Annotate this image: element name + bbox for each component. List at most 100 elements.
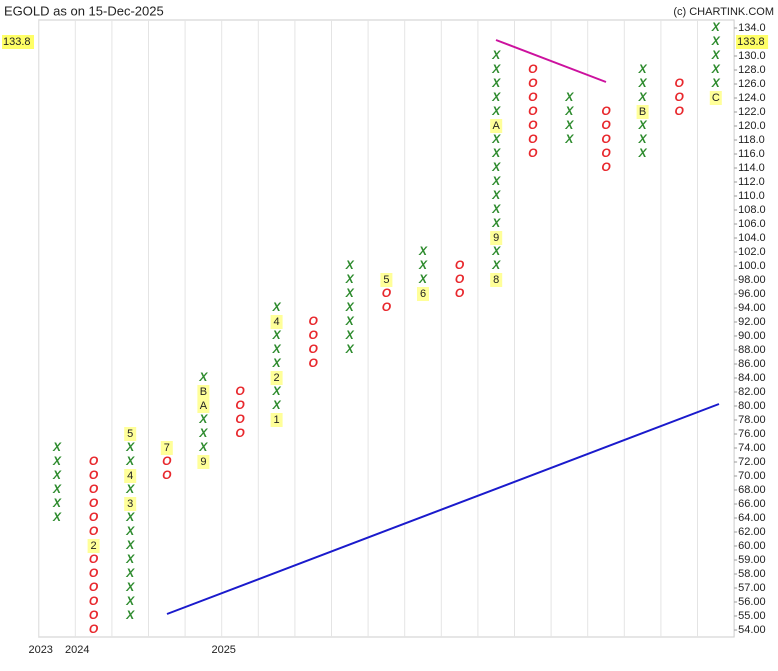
y-tick-label: 116.0 xyxy=(738,148,765,160)
y-tick-label: 60.00 xyxy=(738,540,766,552)
box-symbol: X xyxy=(198,440,208,454)
x-tick-label: 2023 xyxy=(28,644,52,656)
box-symbol: O xyxy=(89,454,99,468)
y-tick-label: 122.0 xyxy=(738,106,766,118)
month-marker-box xyxy=(490,231,503,245)
box-symbol: X xyxy=(491,188,501,202)
y-tick-label: 112.0 xyxy=(738,176,765,188)
box-symbol: O xyxy=(235,426,245,440)
box-symbol: O xyxy=(309,314,319,328)
month-marker-box xyxy=(270,315,283,329)
y-tick-label: 66.00 xyxy=(738,498,766,510)
y-tick-label: 54.00 xyxy=(738,624,766,636)
box-symbol: X xyxy=(198,412,208,426)
month-marker-box xyxy=(490,119,503,133)
y-tick-label: 118.0 xyxy=(738,134,765,146)
box-symbol: X xyxy=(272,398,282,412)
y-tick-label: 56.00 xyxy=(738,596,766,608)
box-symbol: X xyxy=(711,62,721,76)
box-symbol: O xyxy=(455,258,465,272)
y-tick-label: 78.00 xyxy=(738,414,766,426)
month-marker-box xyxy=(490,273,503,287)
box-symbol: O xyxy=(455,286,465,300)
month-marker: 4 xyxy=(274,316,280,328)
y-tick-label: 64.00 xyxy=(738,512,766,524)
box-symbol: X xyxy=(638,146,648,160)
box-symbol: O xyxy=(89,580,99,594)
credit: (c) CHARTINK.COM xyxy=(673,6,774,18)
month-marker: 5 xyxy=(127,428,133,440)
box-symbol: O xyxy=(601,104,611,118)
box-symbol: O xyxy=(601,132,611,146)
y-tick-label: 102.0 xyxy=(738,246,766,258)
box-symbol: X xyxy=(52,440,62,454)
box-symbol: O xyxy=(162,454,172,468)
y-tick-label: 120.0 xyxy=(738,120,766,132)
box-symbol: O xyxy=(382,286,392,300)
box-symbol: X xyxy=(198,426,208,440)
box-symbol: X xyxy=(491,62,501,76)
y-tick-label: 114.0 xyxy=(738,162,765,174)
month-marker-box xyxy=(124,427,137,441)
box-symbol: X xyxy=(272,384,282,398)
month-marker: 7 xyxy=(164,442,170,454)
box-symbol: X xyxy=(52,454,62,468)
y-tick-label: 57.00 xyxy=(738,582,766,594)
month-marker: 2 xyxy=(274,372,280,384)
month-marker: C xyxy=(712,92,720,104)
box-symbol: O xyxy=(89,468,99,482)
box-symbol: X xyxy=(564,90,574,104)
box-symbol: X xyxy=(272,300,282,314)
y-tick-label: 130.0 xyxy=(738,50,766,62)
box-symbol: X xyxy=(564,104,574,118)
box-symbol: O xyxy=(235,384,245,398)
box-symbol: X xyxy=(125,524,135,538)
month-marker: 5 xyxy=(383,274,389,286)
trend-line xyxy=(166,403,720,615)
month-marker-box xyxy=(124,469,137,483)
box-symbol: X xyxy=(491,258,501,272)
box-symbol: X xyxy=(491,132,501,146)
box-symbol: X xyxy=(345,258,355,272)
y-tick-label: 100.0 xyxy=(738,260,766,272)
box-symbol: X xyxy=(491,160,501,174)
last-price-label: 133.8 xyxy=(737,36,765,48)
box-symbol: X xyxy=(491,174,501,188)
month-marker-box xyxy=(270,371,283,385)
month-marker: B xyxy=(639,106,646,118)
last-price-label: 133.8 xyxy=(3,36,31,48)
y-tick-label: 59.00 xyxy=(738,554,766,566)
box-symbol: O xyxy=(455,272,465,286)
month-marker-box xyxy=(636,105,649,119)
box-symbol: O xyxy=(309,356,319,370)
box-symbol: X xyxy=(125,482,135,496)
box-symbol: X xyxy=(345,314,355,328)
month-marker-box xyxy=(270,413,283,427)
month-marker: 4 xyxy=(127,470,133,482)
box-symbol: O xyxy=(601,146,611,160)
box-symbol: X xyxy=(638,76,648,90)
month-marker: 9 xyxy=(200,456,206,468)
box-symbol: O xyxy=(675,90,685,104)
box-symbol: O xyxy=(528,76,538,90)
month-marker-box xyxy=(124,497,137,511)
chart-title: EGOLD as on 15-Dec-2025 xyxy=(4,3,164,18)
box-symbol: O xyxy=(601,160,611,174)
y-tick-label: 58.00 xyxy=(738,568,766,580)
y-tick-label: 76.00 xyxy=(738,428,766,440)
box-symbol: O xyxy=(528,132,538,146)
box-symbol: O xyxy=(89,496,99,510)
box-symbol: X xyxy=(491,48,501,62)
box-symbol: X xyxy=(125,594,135,608)
y-tick-label: 84.00 xyxy=(738,372,766,384)
box-symbol: X xyxy=(272,342,282,356)
box-symbol: O xyxy=(382,300,392,314)
y-tick-label: 104.0 xyxy=(738,232,766,244)
month-marker-box xyxy=(197,399,210,413)
y-tick-label: 82.00 xyxy=(738,386,766,398)
month-marker-box xyxy=(87,539,100,553)
box-symbol: O xyxy=(89,608,99,622)
box-symbol: O xyxy=(528,104,538,118)
